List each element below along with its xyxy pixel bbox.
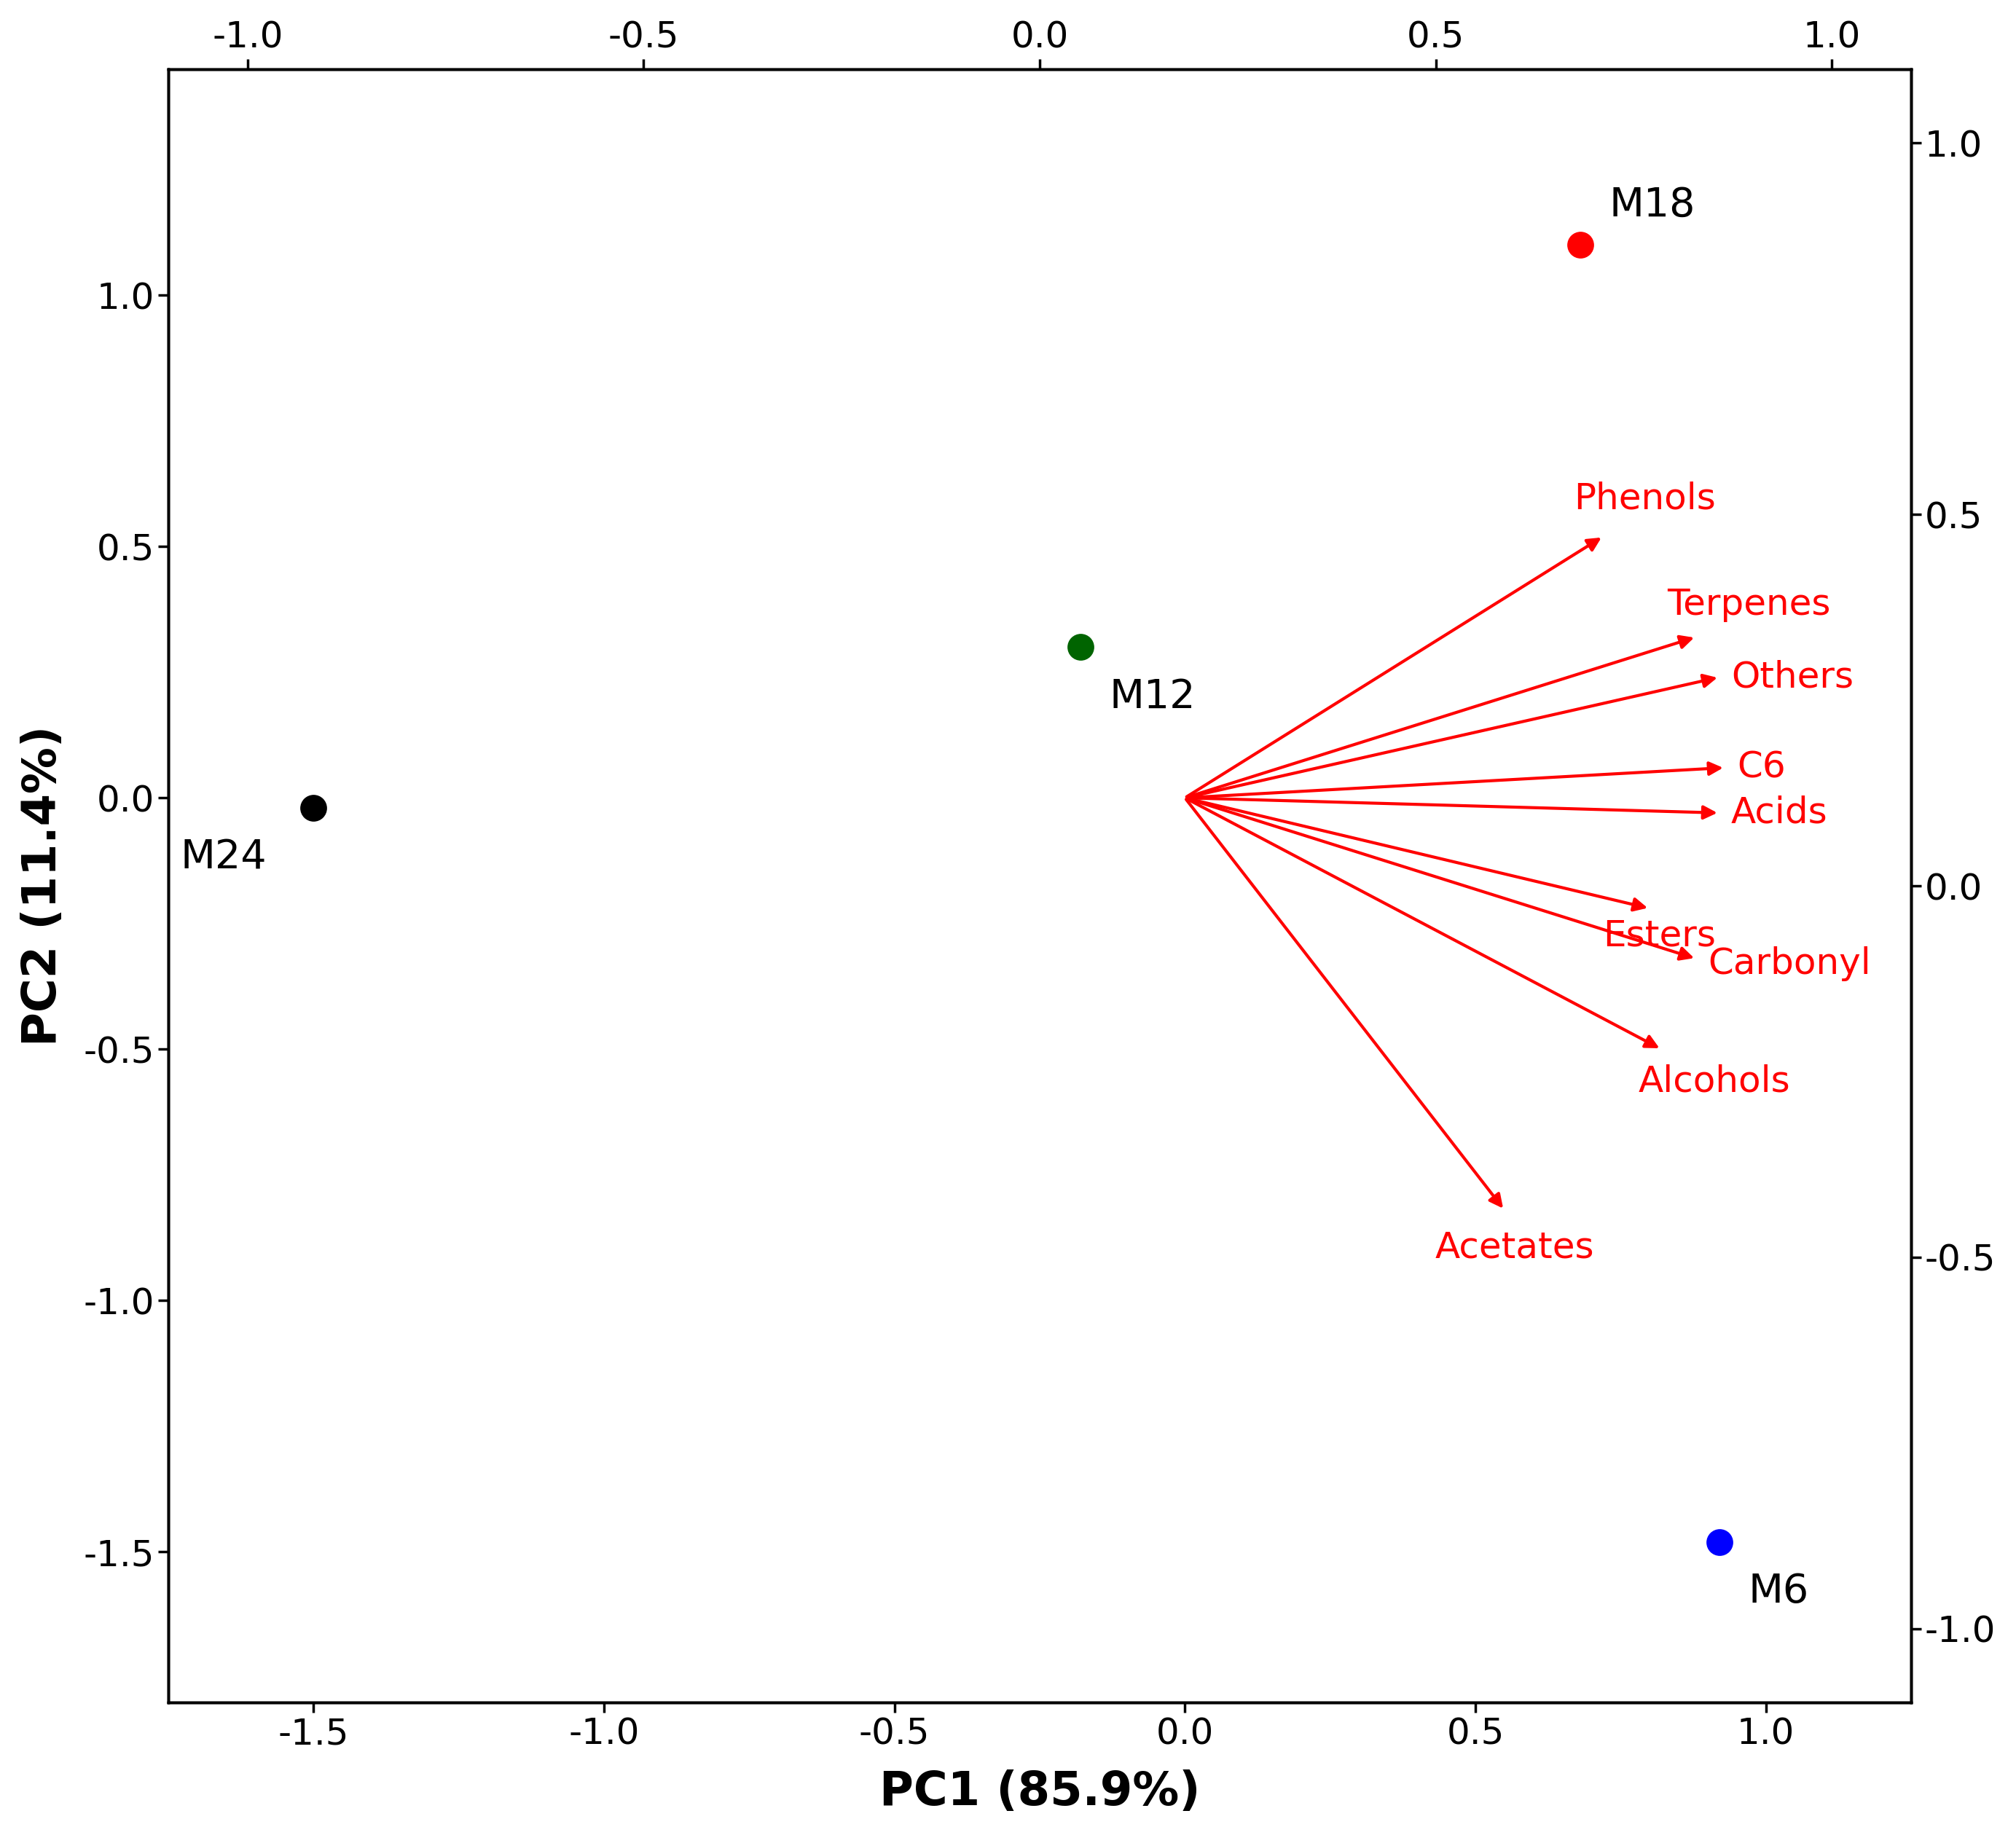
Text: Terpenes: Terpenes: [1667, 587, 1831, 622]
Text: Acids: Acids: [1732, 795, 1829, 831]
Text: M6: M6: [1748, 1573, 1808, 1611]
Y-axis label: PC2 (11.4%): PC2 (11.4%): [20, 725, 65, 1046]
Text: Esters: Esters: [1603, 919, 1716, 954]
Point: [1704, 1527, 1736, 1556]
Text: Phenols: Phenols: [1574, 481, 1716, 516]
Text: Carbonyl: Carbonyl: [1708, 947, 1871, 982]
Text: M18: M18: [1609, 185, 1695, 224]
Text: M12: M12: [1109, 677, 1195, 716]
Point: [298, 793, 331, 822]
Text: Others: Others: [1732, 661, 1853, 695]
X-axis label: PC1 (85.9%): PC1 (85.9%): [879, 1769, 1200, 1815]
Point: [1064, 633, 1097, 662]
Point: [1564, 229, 1597, 259]
Text: C6: C6: [1738, 751, 1786, 785]
Text: M24: M24: [181, 839, 266, 877]
Text: Alcohols: Alcohols: [1639, 1064, 1790, 1099]
Text: Acetates: Acetates: [1435, 1229, 1595, 1264]
